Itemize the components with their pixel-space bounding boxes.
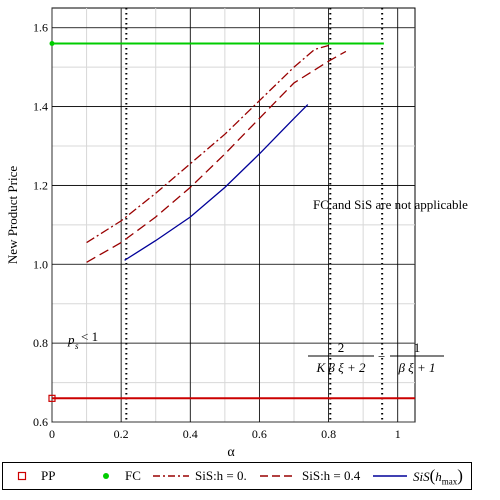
legend-sishmax-paren-close: ) bbox=[457, 465, 463, 485]
vertical-reference-lines bbox=[125, 8, 384, 422]
legend-label-sis04: SiS:h = 0.4 bbox=[302, 468, 361, 483]
legend-item-pp: PP bbox=[17, 463, 55, 489]
y-tick-label: 1.2 bbox=[33, 178, 48, 192]
dot-marker-icon bbox=[103, 473, 109, 479]
solid-line-icon bbox=[373, 475, 407, 477]
x-tick-label: 0.2 bbox=[114, 427, 129, 441]
pp-marker bbox=[48, 394, 56, 402]
formula-frac2-num: 1 bbox=[414, 340, 421, 355]
legend-sishmax-arg: h bbox=[435, 468, 442, 484]
series-line-2 bbox=[86, 44, 329, 244]
ps-sub: s bbox=[75, 341, 79, 351]
grid bbox=[51, 8, 415, 423]
legend-label-sishmax: SiS(hmax) bbox=[413, 466, 463, 487]
legend-item-sis0: SiS:h = 0. bbox=[153, 463, 247, 489]
series-line-3 bbox=[86, 50, 347, 263]
dash-line-icon bbox=[260, 475, 296, 477]
ps-main: p bbox=[67, 332, 75, 347]
legend-sishmax-sub: max bbox=[441, 476, 458, 487]
x-tick-label: 1 bbox=[395, 427, 401, 441]
fc-marker bbox=[49, 40, 55, 46]
legend-label-pp: PP bbox=[41, 468, 56, 483]
y-tick-label: 0.6 bbox=[33, 415, 48, 429]
y-tick-label: 0.8 bbox=[33, 336, 48, 350]
not-applicable-annotation: FC and SiS are not applicable bbox=[313, 197, 468, 212]
legend-item-fc: FC bbox=[101, 463, 141, 489]
legend: PP FC SiS:h = 0. SiS:h = 0.4 SiS(hmax) bbox=[2, 462, 472, 490]
legend-sishmax-main: SiS bbox=[413, 468, 430, 484]
axes: 0 0.2 0.4 0.6 0.8 1 0.6 0.8 1.0 1.2 1.4 1.6 bbox=[33, 21, 401, 441]
square-marker-icon bbox=[17, 471, 27, 481]
y-axis-label: New Product Price bbox=[5, 166, 20, 264]
ps-rest: < 1 bbox=[81, 329, 98, 344]
formula-minus: − bbox=[378, 349, 385, 364]
x-tick-label: 0.8 bbox=[321, 427, 336, 441]
formula-frac2-den: β ξ + 1 bbox=[397, 360, 435, 375]
threshold-formula: 2 K β ξ + 2 − 1 β ξ + 1 bbox=[308, 340, 444, 375]
legend-label-fc: FC bbox=[125, 468, 141, 483]
y-tick-label: 1.6 bbox=[33, 21, 48, 35]
y-tick-label: 1.0 bbox=[33, 257, 48, 271]
formula-frac1-den: K β ξ + 2 bbox=[316, 360, 366, 375]
series-line-4 bbox=[124, 104, 309, 261]
ps-annotation: p s < 1 bbox=[67, 329, 98, 351]
legend-label-sis0: SiS:h = 0. bbox=[195, 468, 247, 483]
y-tick-label: 1.4 bbox=[33, 100, 48, 114]
formula-frac1-num: 2 bbox=[338, 340, 345, 355]
legend-item-sishmax: SiS(hmax) bbox=[373, 463, 463, 489]
series-group bbox=[48, 40, 415, 402]
x-tick-label: 0.6 bbox=[252, 427, 267, 441]
x-tick-label: 0.4 bbox=[183, 427, 198, 441]
legend-item-sis04: SiS:h = 0.4 bbox=[260, 463, 360, 489]
dashdot-line-icon bbox=[153, 475, 189, 477]
x-tick-label: 0 bbox=[49, 427, 55, 441]
x-axis-label: α bbox=[227, 445, 235, 460]
legend-sishmax-paren-open: ( bbox=[429, 465, 436, 485]
